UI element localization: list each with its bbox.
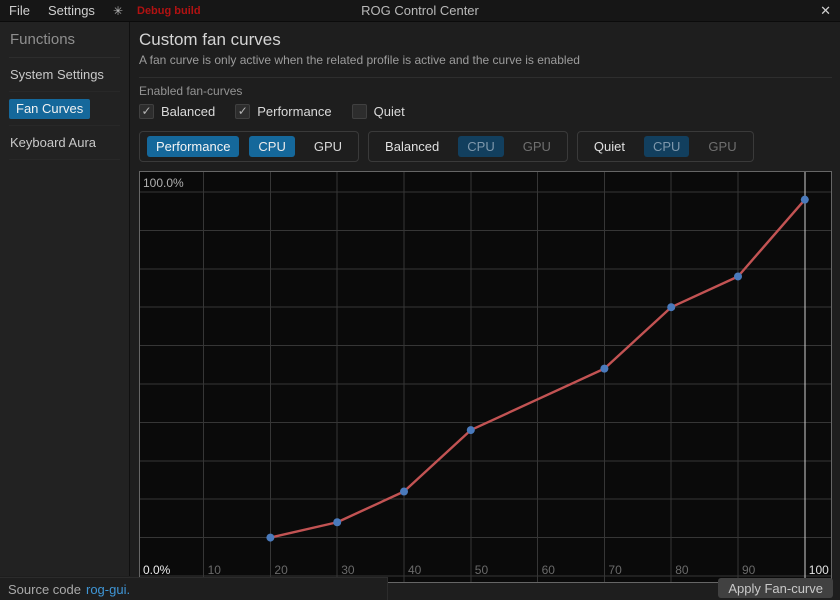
- brightness-icon: ✳: [112, 3, 123, 18]
- main-panel: Custom fan curves A fan curve is only ac…: [131, 22, 840, 600]
- checkbox-balanced[interactable]: ✓ Balanced: [139, 104, 215, 119]
- profile-tab-groups: Performance CPU GPU Balanced CPU GPU Quiet CPU G…: [139, 131, 832, 162]
- checkbox-label: Balanced: [161, 104, 216, 119]
- source-code-label: Source code: [8, 581, 81, 597]
- x-tick-label-70: 70: [608, 563, 622, 577]
- x-tick-label-50: 50: [475, 563, 489, 577]
- checkbox-box-checked[interactable]: ✓: [139, 104, 154, 119]
- profile-button-balanced[interactable]: Balanced: [376, 136, 448, 157]
- menu-item-settings[interactable]: Settings: [47, 3, 95, 18]
- fan-button-performance-cpu[interactable]: CPU: [249, 136, 295, 157]
- source-code-link[interactable]: rog-gui.: [86, 581, 131, 597]
- x-tick-label-20: 20: [274, 563, 288, 577]
- fan-curve-line: [270, 198, 806, 539]
- tab-group-balanced: Balanced CPU GPU: [368, 131, 568, 162]
- tab-group-quiet: Quiet CPU GPU: [576, 131, 754, 162]
- sidebar-item-fan-curves[interactable]: Fan Curves: [9, 92, 120, 126]
- sidebar-item-label: Keyboard Aura: [10, 135, 97, 150]
- sidebar: Functions System Settings Fan Curves Keybo…: [0, 22, 130, 576]
- x-tick-label-90: 90: [742, 563, 756, 577]
- sidebar-item-label: Fan Curves: [9, 99, 91, 119]
- titlebar: File Settings ✳ Debug build ROG Control C…: [0, 0, 840, 22]
- tab-group-performance: Performance CPU GPU: [139, 131, 360, 162]
- page-title: Custom fan curves: [139, 30, 281, 49]
- fan-curve-plot[interactable]: 100.0% 0.0% 10 20 30 40 50 60 70 80 90 100: [140, 172, 831, 582]
- curve-point[interactable]: [734, 272, 742, 281]
- source-code-area: Source code rog-gui.: [0, 577, 388, 600]
- fan-curve-chart[interactable]: 100.0% 0.0% 10 20 30 40 50 60 70 80 90 100: [139, 171, 832, 583]
- checkbox-box-checked[interactable]: ✓: [235, 104, 251, 119]
- profile-button-quiet[interactable]: Quiet: [585, 136, 634, 157]
- fan-button-quiet-gpu[interactable]: GPU: [699, 136, 745, 157]
- fan-button-balanced-cpu[interactable]: CPU: [458, 136, 504, 157]
- page-subtitle: A fan curve is only active when the rela…: [139, 53, 580, 67]
- enabled-checkbox-row: ✓ Balanced ✓ Performance Quiet: [139, 104, 832, 119]
- curve-point[interactable]: [333, 518, 342, 527]
- sidebar-item-keyboard-aura[interactable]: Keyboard Aura: [9, 126, 120, 160]
- checkbox-quiet[interactable]: Quiet: [351, 104, 405, 119]
- fan-button-quiet-cpu[interactable]: CPU: [643, 136, 690, 157]
- curve-point[interactable]: [600, 364, 609, 373]
- profile-button-performance[interactable]: Performance: [147, 136, 240, 157]
- x-tick-label-80: 80: [675, 563, 689, 577]
- fan-button-performance-gpu[interactable]: GPU: [305, 136, 351, 157]
- checkbox-performance[interactable]: ✓ Performance: [235, 104, 332, 119]
- checkbox-label: Performance: [257, 104, 332, 119]
- y-axis-max-label: 100.0%: [143, 176, 184, 190]
- checkbox-box[interactable]: [351, 104, 367, 119]
- curve-point[interactable]: [800, 195, 809, 204]
- curve-point[interactable]: [667, 303, 676, 312]
- curve-point[interactable]: [266, 533, 275, 542]
- menubar: File Settings: [9, 3, 95, 18]
- sidebar-header: Functions: [9, 28, 120, 58]
- fan-button-balanced-gpu[interactable]: GPU: [514, 136, 560, 157]
- menu-item-file[interactable]: File: [9, 3, 30, 18]
- enabled-fan-curves-label: Enabled fan-curves: [139, 84, 243, 98]
- x-tick-label-10: 10: [208, 563, 222, 577]
- checkbox-label: Quiet: [373, 104, 405, 119]
- enabled-fan-curves-section: Enabled fan-curves ✓ Balanced ✓ Performance…: [139, 77, 832, 119]
- sidebar-item-system-settings[interactable]: System Settings: [9, 58, 120, 92]
- x-tick-label-40: 40: [408, 563, 422, 577]
- x-tick-label-60: 60: [542, 563, 556, 577]
- curve-point[interactable]: [466, 426, 475, 435]
- curve-point[interactable]: [400, 487, 408, 496]
- sidebar-item-label: System Settings: [10, 67, 104, 82]
- close-icon[interactable]: ✕: [820, 2, 831, 18]
- sidebar-items: System Settings Fan Curves Keyboard Aura: [9, 58, 120, 160]
- debug-build-label: Debug build: [137, 4, 201, 17]
- apply-fan-curve-button[interactable]: Apply Fan-curve: [718, 578, 833, 598]
- x-tick-label-100: 100: [809, 563, 829, 577]
- y-axis-min-label: 0.0%: [143, 563, 171, 577]
- window-title: ROG Control Center: [361, 3, 479, 18]
- x-tick-label-30: 30: [341, 563, 355, 577]
